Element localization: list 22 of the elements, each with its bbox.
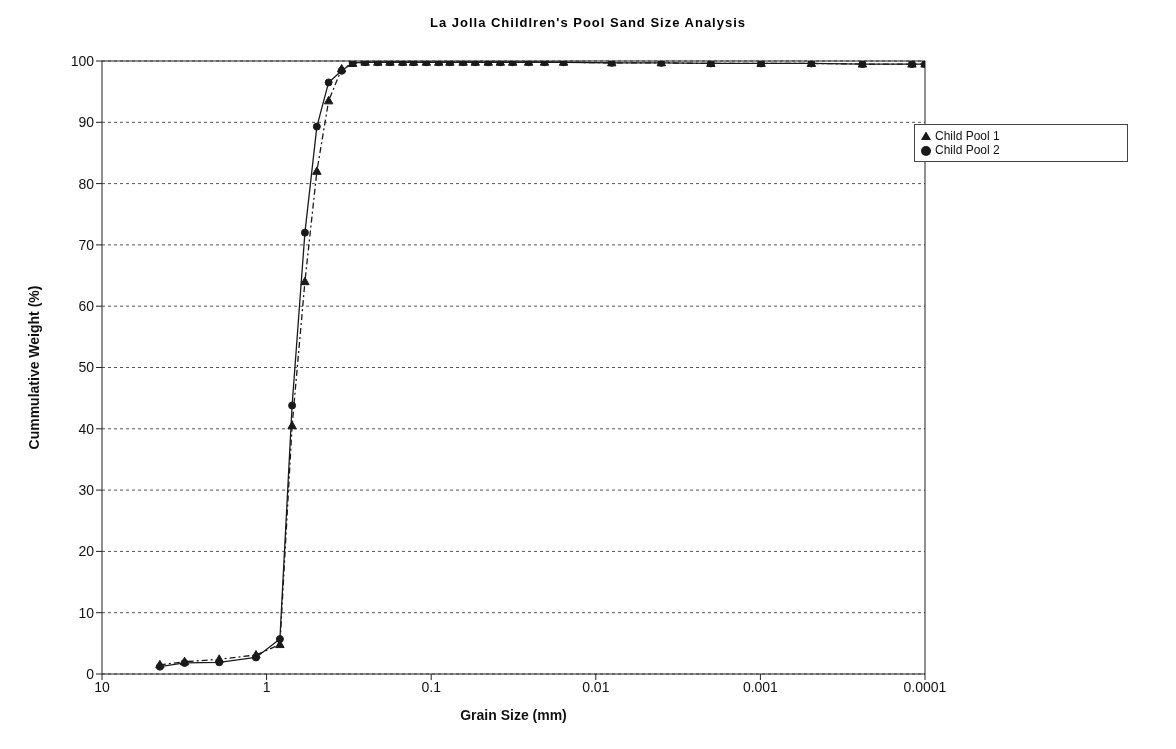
y-tick-label: 80: [78, 175, 95, 192]
y-tick-label: 30: [78, 482, 95, 499]
y-axis-title: Cummulative Weight (%): [25, 285, 42, 450]
y-tick-label: 40: [78, 420, 95, 437]
x-tick-label: 0.01: [582, 678, 610, 695]
y-tick-label: 10: [78, 604, 95, 621]
y-tick-label: 20: [78, 543, 95, 560]
y-tick-label: 0: [86, 665, 95, 682]
x-tick-label: 0.0001: [903, 678, 947, 695]
x-tick-label: 0.001: [742, 678, 779, 695]
legend-label: Child Pool 1: [935, 129, 1000, 143]
x-axis-title: Grain Size (mm): [460, 707, 567, 723]
y-tick-label: 100: [70, 52, 95, 69]
x-tick-label: 0.1: [421, 678, 442, 695]
chart-title: La Jolla Childlren's Pool Sand Size Analysis: [428, 14, 748, 32]
legend-label: Child Pool 2: [935, 143, 1000, 157]
y-tick-label: 90: [78, 114, 95, 131]
x-tick-label: 1: [262, 678, 271, 695]
y-tick-label: 60: [78, 298, 95, 315]
y-tick-label: 70: [78, 236, 95, 253]
x-tick-label: 10: [94, 678, 110, 695]
y-tick-label: 50: [78, 359, 95, 376]
